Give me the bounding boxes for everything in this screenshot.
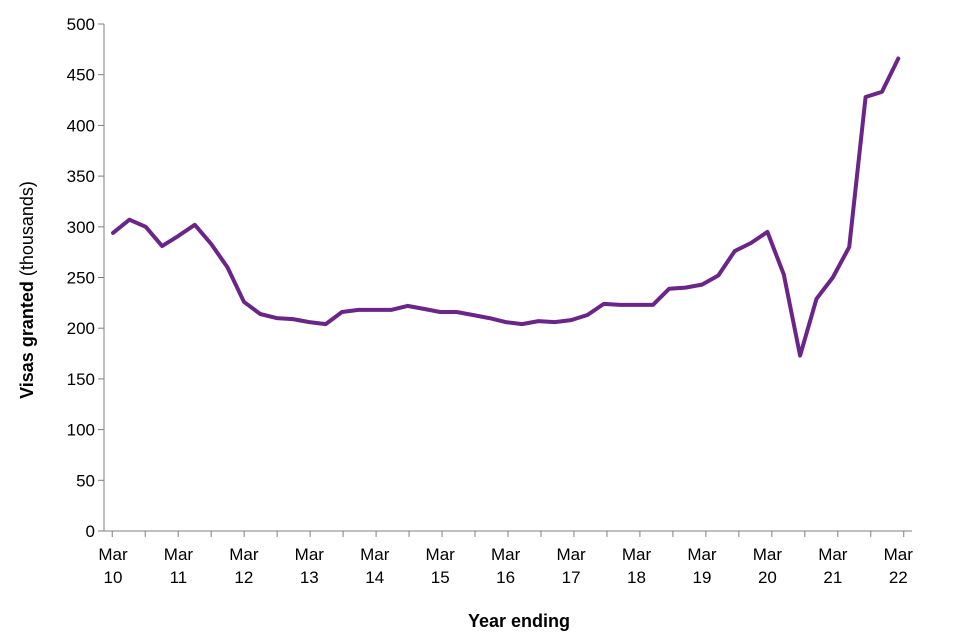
x-tick-label-year: 20 <box>758 568 777 587</box>
series-layer <box>111 56 901 358</box>
x-tick-label-month: Mar <box>818 545 848 564</box>
x-tick-label-month: Mar <box>360 545 390 564</box>
x-tick-label-month: Mar <box>295 545 325 564</box>
series-line <box>111 56 901 358</box>
y-tick-label: 350 <box>67 167 95 186</box>
y-axis-title: Visas granted (thousands) <box>17 181 37 399</box>
x-tick-label-month: Mar <box>687 545 717 564</box>
y-tick-label: 100 <box>67 421 95 440</box>
y-axis-title-unit: (thousands) <box>17 181 37 281</box>
x-tick-label-month: Mar <box>426 545 456 564</box>
x-tick-label-month: Mar <box>491 545 521 564</box>
x-tick-label-year: 19 <box>692 568 711 587</box>
x-axis-title: Year ending <box>468 611 570 631</box>
x-axis: Mar 10 Mar 11 Mar 12 Mar 13 Mar 14 Mar 15 Mar 16 Mar 17… <box>98 530 914 587</box>
x-tick-label-year: 10 <box>104 568 123 587</box>
x-tick-label-month: Mar <box>622 545 652 564</box>
y-tick-label: 250 <box>67 269 95 288</box>
x-tick-label-month: Mar <box>753 545 783 564</box>
x-tick-label-year: 13 <box>300 568 319 587</box>
x-tick-label-month: Mar <box>884 545 914 564</box>
y-axis: 0 50 100 150 200 250 300 350 400 450 500 <box>67 15 105 541</box>
y-tick-label: 400 <box>67 116 95 135</box>
x-tick-label-year: 15 <box>431 568 450 587</box>
x-tick-label-month: Mar <box>98 545 128 564</box>
y-tick-label: 150 <box>67 370 95 389</box>
y-tick-label: 500 <box>67 15 95 34</box>
x-tick-label-year: 22 <box>889 568 908 587</box>
x-tick-label-month: Mar <box>229 545 259 564</box>
y-tick-label: 0 <box>86 522 95 541</box>
x-tick-label-year: 12 <box>234 568 253 587</box>
y-tick-label: 450 <box>67 66 95 85</box>
y-tick-label: 300 <box>67 218 95 237</box>
y-axis-title-bold: Visas granted <box>17 281 37 399</box>
x-tick-label-month: Mar <box>556 545 586 564</box>
x-tick-label-year: 14 <box>365 568 384 587</box>
x-tick-label-year: 16 <box>496 568 515 587</box>
x-tick-label-year: 17 <box>562 568 581 587</box>
x-tick-label-month: Mar <box>164 545 194 564</box>
y-tick-label: 200 <box>67 319 95 338</box>
y-tick-label: 50 <box>76 471 95 490</box>
x-tick-label-year: 11 <box>170 568 188 587</box>
x-tick-label-year: 21 <box>823 568 842 587</box>
x-tick-label-year: 18 <box>627 568 646 587</box>
